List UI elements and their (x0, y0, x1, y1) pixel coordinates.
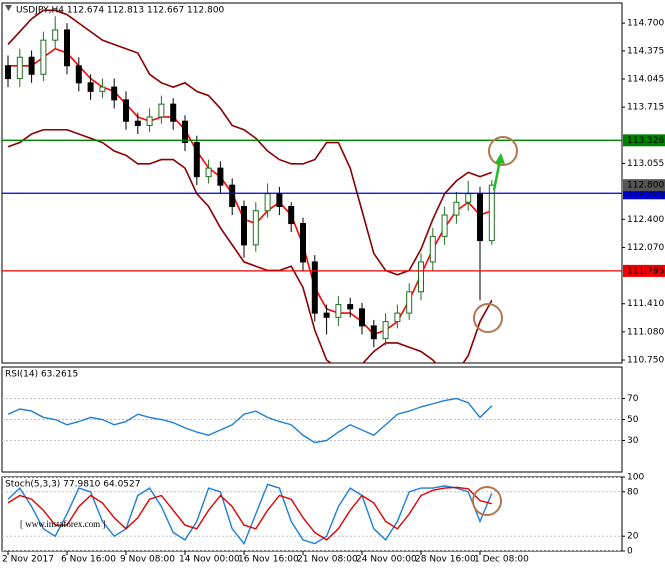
candle-body (347, 304, 354, 310)
x-tick-label: 28 Nov 16:00 (415, 555, 476, 565)
candle-body (28, 56, 35, 75)
level-tag (623, 264, 665, 277)
series-line (7, 9, 493, 276)
candle-body (64, 29, 70, 67)
y-tick-label: 110.750 (627, 356, 664, 366)
y-tick-label: 112.400 (627, 215, 664, 225)
candle-body (146, 116, 153, 126)
candle-body (276, 193, 283, 207)
candle-body (418, 261, 424, 293)
y-tick-label: 113.055 (627, 159, 664, 169)
candle-body (382, 321, 389, 340)
title-icon (5, 5, 12, 11)
x-tick-label: 6 Nov 16:00 (61, 555, 116, 565)
candle-body (182, 120, 188, 144)
candle-body (300, 223, 306, 263)
level-label: 112.705 (627, 189, 664, 199)
candle-body (217, 167, 224, 186)
level-label: 113.326 (627, 136, 664, 146)
candle-body (52, 29, 59, 41)
y-tick-label: 20 (627, 532, 639, 542)
x-tick-label: 2 Nov 2017 (2, 555, 54, 565)
candle-body (453, 201, 460, 216)
candle-body (5, 65, 11, 80)
candle-body (16, 56, 23, 80)
candle-body (99, 86, 106, 92)
candle-body (229, 184, 236, 207)
y-tick-label: 114.375 (627, 46, 664, 56)
x-tick-label: 16 Nov 16:00 (238, 555, 299, 565)
candle-body (134, 120, 141, 126)
panel-plot (5, 9, 495, 363)
candle-body (123, 99, 129, 122)
arrow (492, 159, 502, 191)
candle-body (193, 142, 200, 178)
main-panel (1, 2, 623, 364)
y-tick-label: 30 (627, 436, 639, 446)
y-tick-label: 111.080 (627, 327, 664, 337)
y-tick-label: 70 (627, 394, 639, 404)
candle-body (87, 82, 94, 92)
series-line (7, 397, 493, 444)
candle-body (406, 291, 413, 314)
candle-body (323, 312, 330, 318)
series-line (7, 128, 493, 363)
y-tick-label: 111.410 (627, 299, 664, 309)
arrow-head (495, 153, 505, 164)
candle-body (75, 65, 82, 84)
panel-title: RSI(14) 63.2615 (5, 370, 78, 380)
candle-body (158, 103, 165, 118)
level-label: 111.795 (627, 266, 664, 276)
candle-body (441, 214, 448, 237)
candle-body (335, 304, 342, 318)
plot-layer: USDJPY,H4 112.674 112.813 112.667 112.80… (2, 5, 665, 565)
candle-body (488, 184, 495, 242)
y-tick-label: 50 (627, 415, 639, 425)
candle-body (252, 210, 259, 246)
watermark: [ www.instaforex.com ] (20, 519, 105, 529)
x-tick-label: 21 Nov 08:00 (297, 555, 358, 565)
candle-body (241, 205, 247, 246)
price-label: 112.800 (627, 181, 664, 191)
y-tick-label: 114.700 (627, 19, 664, 29)
level-tag (623, 134, 665, 147)
candle-body (111, 86, 118, 101)
candle-body (311, 261, 318, 314)
y-tick-label: 80 (627, 487, 639, 497)
candle-body (288, 205, 295, 225)
annotation-circle (472, 486, 502, 516)
candle-body (40, 39, 47, 75)
x-tick-label: 9 Nov 08:00 (120, 555, 175, 565)
candle-body (477, 193, 483, 242)
y-tick-label: 112.070 (627, 243, 664, 253)
panel-plot (2, 477, 622, 551)
candle-body (205, 167, 212, 178)
candle-body (359, 308, 365, 327)
x-tick-label: 1 Dec 08:00 (474, 555, 529, 565)
y-tick-label: 100 (627, 473, 644, 483)
candle-body (394, 312, 401, 323)
y-tick-label: 0 (627, 547, 633, 557)
series-line (7, 483, 493, 545)
candle-body (465, 193, 472, 203)
panel-plot (2, 397, 622, 444)
candle-body (429, 235, 436, 263)
x-tick-label: 14 Nov 00:00 (179, 555, 240, 565)
x-tick-label: 24 Nov 00:00 (356, 555, 417, 565)
candle-body (170, 103, 177, 122)
y-tick-label: 114.045 (627, 74, 664, 84)
candle-body (264, 193, 271, 212)
panel-title: USDJPY,H4 112.674 112.813 112.667 112.80… (16, 6, 225, 16)
price-tag (623, 179, 665, 192)
candle-body (370, 325, 377, 340)
series-line (7, 486, 492, 541)
annotation-circle (488, 136, 518, 166)
annotation-circle (473, 303, 503, 333)
y-tick-label: 113.715 (627, 103, 664, 113)
panel-title: Stoch(5,3,3) 77.9810 64.0527 (5, 480, 140, 490)
